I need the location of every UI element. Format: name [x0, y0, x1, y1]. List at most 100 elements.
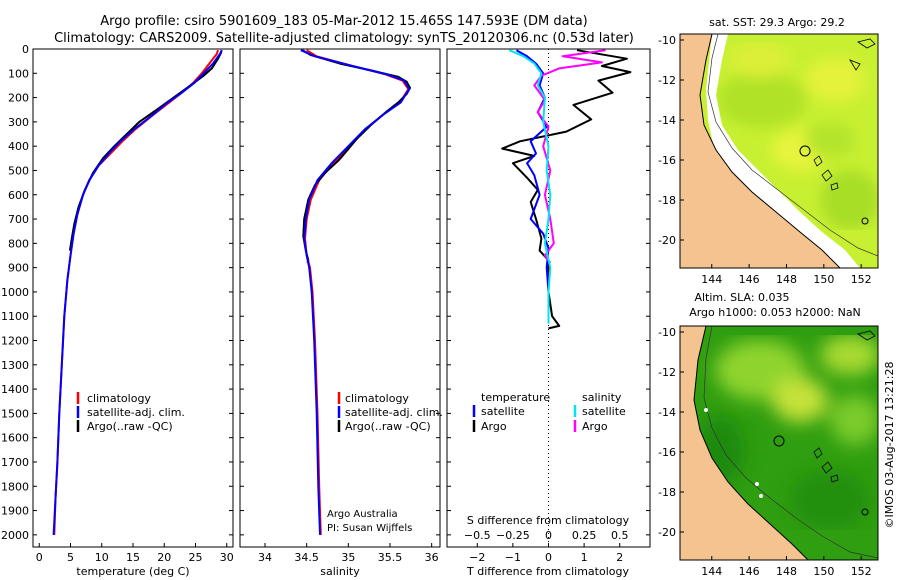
sst-ocean-patches [717, 42, 878, 230]
map-lon-tick-label: 148 [776, 273, 797, 286]
difference-depth-ticks [447, 48, 650, 536]
sla-map-panel: Altim. SLA: 0.035 Argo h1000: 0.053 h200… [658, 291, 879, 578]
depth-tick-label: 100 [8, 67, 29, 80]
map-lon-tick-label: 146 [739, 273, 760, 286]
sla-argo-position-marker [773, 435, 785, 447]
legend-label-argo: Argo(..raw -QC) [87, 420, 173, 433]
map-lat-tick-label: -12 [658, 366, 676, 379]
series-line-satellite-adj-clim- [52, 49, 223, 535]
series-line-satellite-adj-clim- [300, 49, 411, 535]
x-tick-label: 35 [341, 551, 355, 564]
sst-coastline [699, 34, 841, 268]
legend-header-salinity: salinity [582, 391, 622, 404]
s-difference-tick-label: −0.5 [464, 529, 491, 542]
sla-map-title-line2: Argo h1000: 0.053 h2000: NaN [689, 306, 861, 319]
sla-map-frame [679, 325, 879, 561]
depth-tick-label: 1100 [1, 310, 29, 323]
map-lat-tick-label: -10 [658, 34, 676, 47]
x-tick-label: 5 [67, 551, 74, 564]
map-lon-tick-label: 148 [776, 565, 797, 578]
sla-white-dot [759, 494, 763, 498]
temperature-x-axis-label: temperature (deg C) [76, 565, 189, 578]
legend-label-sal-argo: Argo [582, 420, 608, 433]
difference-series [501, 49, 632, 330]
map-lat-tick-label: -18 [658, 194, 676, 207]
salinity-plot-frame [239, 48, 441, 548]
difference-x-ticks: −2 −0.5 −1 −0.25 0 0 1 0.25 2 0.5 [464, 529, 629, 564]
t-difference-tick-label: 2 [616, 551, 623, 564]
x-tick-label: 10 [95, 551, 109, 564]
depth-tick-label: 1700 [1, 456, 29, 469]
temperature-x-ticks: 0 5 10 15 20 25 30 [36, 543, 234, 564]
map-lat-tick-label: -20 [658, 234, 676, 247]
legend-label-argo: Argo(..raw -QC) [345, 420, 431, 433]
x-tick-label: 0 [36, 551, 43, 564]
x-tick-label: 34 [258, 551, 272, 564]
map-lat-tick-label: -12 [658, 74, 676, 87]
map-lat-tick-label: -14 [658, 406, 676, 419]
map-lon-tick-label: 144 [701, 565, 722, 578]
sla-coastline [693, 326, 809, 560]
temperature-panel: 0100200300400500600700800900100011001200… [1, 43, 234, 578]
salinity-x-ticks: 34 34.5 35 35.5 36 [258, 543, 439, 564]
temperature-plot-frame [32, 48, 234, 548]
depth-tick-label: 400 [8, 140, 29, 153]
t-difference-tick-label: −2 [469, 551, 485, 564]
s-difference-tick-label: 0 [545, 529, 552, 542]
salinity-series [300, 49, 411, 535]
t-difference-tick-label: 0 [545, 551, 552, 564]
t-difference-axis-label: T difference from climatology [466, 565, 629, 578]
figure-title-line1: Argo profile: csiro 5901609_183 05-Mar-2… [100, 14, 588, 29]
depth-tick-label: 1600 [1, 432, 29, 445]
sst-land-mask [680, 34, 840, 268]
map-lon-tick-label: 150 [813, 565, 834, 578]
depth-tick-label: 600 [8, 189, 29, 202]
sst-argo-position-marker [799, 145, 811, 157]
t-difference-tick-label: −1 [505, 551, 521, 564]
legend-label-climatology: climatology [345, 392, 409, 405]
salinity-x-axis-label: salinity [320, 565, 360, 578]
depth-tick-label: 700 [8, 213, 29, 226]
x-tick-label: 20 [157, 551, 171, 564]
x-tick-label: 36 [425, 551, 439, 564]
depth-tick-label: 1900 [1, 505, 29, 518]
sla-map-title-line1: Altim. SLA: 0.035 [694, 291, 789, 304]
legend-label-temp-argo: Argo [481, 420, 507, 433]
map-lat-tick-label: -16 [658, 446, 676, 459]
x-tick-label: 25 [189, 551, 203, 564]
legend-label-satellite-adj: satellite-adj. clim. [87, 406, 185, 419]
map-lat-tick-label: -14 [658, 114, 676, 127]
salinity-panel: 34 34.5 35 35.5 36 salinity climatology sate… [239, 48, 443, 578]
sla-white-dot [755, 482, 759, 486]
depth-tick-label: 1000 [1, 286, 29, 299]
sla-reef-contours [813, 330, 876, 483]
sla-small-marker [861, 508, 869, 516]
series-line-salinity-satellite [508, 49, 552, 324]
map-lon-tick-label: 152 [851, 273, 872, 286]
pi-credit: PI: Susan Wijffels [327, 523, 412, 534]
sla-shelf-contour [703, 326, 878, 559]
map-lon-tick-label: 150 [813, 273, 834, 286]
depth-tick-label: 1300 [1, 359, 29, 372]
depth-tick-label: 0 [22, 43, 29, 56]
sla-land-mask [680, 326, 808, 560]
map-lat-tick-label: -10 [658, 326, 676, 339]
map-lon-tick-label: 152 [851, 565, 872, 578]
temperature-legend: climatology satellite-adj. clim. Argo(..… [76, 392, 185, 433]
s-difference-tick-label: −0.25 [496, 529, 530, 542]
t-difference-tick-label: 1 [581, 551, 588, 564]
legend-label-satellite-adj: satellite-adj. clim. [345, 406, 443, 419]
s-difference-tick-label: 0.5 [611, 529, 629, 542]
depth-tick-label: 1800 [1, 480, 29, 493]
sst-reef-contours [813, 38, 876, 191]
depth-tick-label: 800 [8, 237, 29, 250]
series-line-temperature-satellite [515, 49, 550, 324]
sst-small-marker [861, 217, 869, 225]
map-lat-tick-label: -20 [658, 526, 676, 539]
sst-map-frame [679, 33, 879, 269]
x-tick-label: 35.5 [378, 551, 403, 564]
legend-label-climatology: climatology [87, 392, 151, 405]
sst-map-panel: sat. SST: 29.3 Argo: 29.2 144 146 148 150 15… [658, 16, 879, 286]
difference-legend: temperature salinity satellite Argo sate… [472, 391, 626, 433]
